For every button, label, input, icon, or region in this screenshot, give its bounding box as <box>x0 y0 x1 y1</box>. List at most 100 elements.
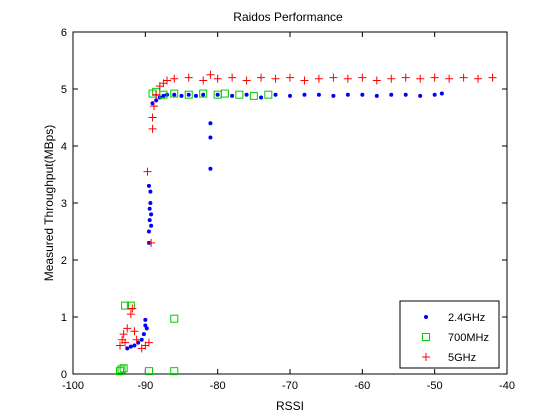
data-point <box>208 135 213 140</box>
data-point <box>170 74 179 83</box>
data-point <box>300 76 309 85</box>
data-point <box>149 223 154 228</box>
legend-marker <box>422 333 430 341</box>
data-point <box>331 93 336 98</box>
legend-entry: 2.4GHz <box>448 312 485 324</box>
legend-box <box>399 300 500 369</box>
data-point <box>329 73 338 82</box>
data-point <box>144 326 149 331</box>
data-point <box>119 330 128 339</box>
data-point <box>387 74 396 83</box>
data-point <box>213 74 222 83</box>
data-point <box>144 338 153 347</box>
data-point <box>286 73 294 82</box>
data-point <box>249 91 258 100</box>
data-point <box>230 93 235 98</box>
y-tick-label: 3 <box>61 198 67 210</box>
y-tick-label: 4 <box>61 141 67 153</box>
legend-entry: 5GHz <box>448 352 476 364</box>
x-tick-label: -60 <box>354 380 370 392</box>
data-point <box>172 92 177 97</box>
data-point <box>146 229 151 234</box>
data-point <box>358 73 367 82</box>
data-point <box>199 89 208 98</box>
data-point <box>345 92 350 97</box>
data-point <box>264 90 273 99</box>
data-point <box>418 93 423 98</box>
data-point <box>128 304 137 313</box>
data-point <box>206 70 215 79</box>
data-point <box>372 76 381 85</box>
data-point <box>201 92 206 97</box>
data-point <box>170 314 179 323</box>
series-5GHz <box>116 70 497 353</box>
x-tick-label: -50 <box>427 380 443 392</box>
data-point <box>430 73 439 82</box>
data-point <box>150 102 159 111</box>
data-point <box>208 121 213 126</box>
data-point <box>147 206 152 211</box>
data-point <box>123 324 132 333</box>
legend-marker <box>422 353 430 361</box>
legend: 2.4GHz 700MHz 5GHz <box>399 300 500 369</box>
data-point <box>186 92 191 97</box>
x-tick-label: -100 <box>62 380 84 392</box>
data-point <box>215 92 220 97</box>
data-point <box>184 73 193 82</box>
data-point <box>148 201 153 205</box>
chart-title: Raidos Performance <box>233 10 343 24</box>
data-point <box>121 338 130 347</box>
data-point <box>220 89 229 98</box>
y-tick-label: 0 <box>61 369 67 381</box>
y-tick-label: 6 <box>61 27 67 39</box>
data-point <box>146 183 151 188</box>
data-point <box>163 76 172 85</box>
data-point <box>170 89 179 98</box>
data-point <box>199 76 208 85</box>
data-point <box>273 92 278 97</box>
data-point <box>389 92 394 97</box>
data-point <box>116 341 125 350</box>
data-point <box>242 76 251 85</box>
data-point <box>179 93 184 98</box>
data-point <box>439 91 444 96</box>
y-tick-label: 2 <box>61 255 67 267</box>
x-tick-label: -80 <box>210 380 226 392</box>
data-point <box>141 332 146 337</box>
data-point <box>360 92 365 97</box>
data-point <box>132 343 137 348</box>
data-point <box>161 93 166 98</box>
data-points <box>116 70 497 376</box>
data-point <box>445 74 454 83</box>
data-point <box>143 317 148 322</box>
data-point <box>119 364 128 373</box>
data-point <box>132 335 141 344</box>
data-point <box>147 218 152 223</box>
legend-marker <box>424 315 428 319</box>
data-point <box>302 92 307 97</box>
x-tick-label: -40 <box>499 380 515 392</box>
data-point <box>208 166 213 171</box>
series-2.4GHz <box>125 91 444 351</box>
data-point <box>117 365 126 374</box>
data-point <box>474 74 483 83</box>
data-point <box>343 74 352 83</box>
data-point <box>184 90 193 99</box>
data-point <box>139 337 144 342</box>
y-tick-label: 1 <box>61 312 67 324</box>
data-point <box>259 95 264 100</box>
data-point <box>488 73 497 82</box>
data-point <box>257 73 266 82</box>
data-point <box>288 93 292 98</box>
data-point <box>228 73 237 82</box>
series-700MHz <box>116 87 273 376</box>
data-point <box>148 189 153 194</box>
data-point <box>193 93 198 98</box>
data-point <box>403 92 408 97</box>
legend-entry: 700MHz <box>448 332 489 344</box>
data-point <box>416 74 425 83</box>
data-point <box>314 74 323 83</box>
data-point <box>148 124 157 133</box>
data-point <box>128 344 133 349</box>
